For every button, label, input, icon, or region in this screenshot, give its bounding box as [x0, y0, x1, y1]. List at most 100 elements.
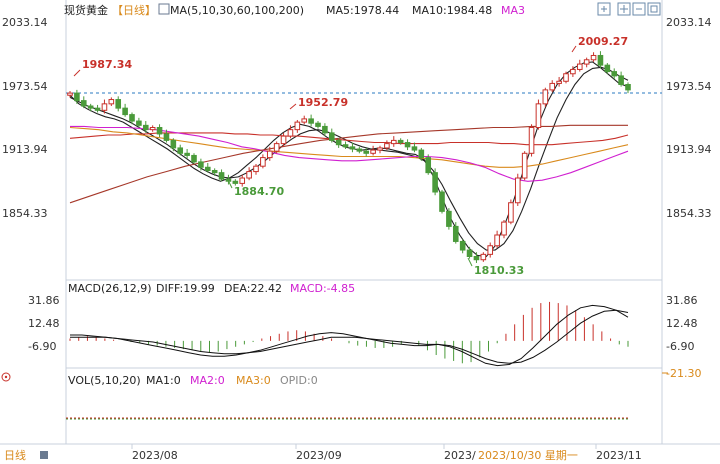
candle [273, 141, 280, 154]
expand-icon[interactable] [597, 2, 611, 16]
candle [370, 145, 376, 156]
candle [308, 114, 314, 127]
annotation-pointer-1884 [227, 179, 233, 189]
candle [328, 128, 335, 143]
candle [301, 115, 308, 125]
ma-line-ma30 [69, 132, 629, 146]
minus-icon[interactable] [632, 2, 646, 16]
macd-tick-right-2: -6.90 [666, 340, 694, 353]
fullscreen-icon[interactable] [647, 2, 661, 16]
x-tick-nov: 2023/11 [596, 449, 642, 462]
annotation-low-1810: 1810.33 [474, 264, 524, 277]
candle [74, 89, 80, 104]
candle [556, 76, 562, 87]
crosshair-icon[interactable] [617, 2, 631, 16]
candle [432, 168, 438, 196]
vol-opid: OPID:0 [280, 374, 318, 387]
candle [390, 136, 397, 147]
candle [149, 125, 156, 132]
candle [563, 71, 569, 84]
y-tick-left-1: 1973.54 [2, 80, 48, 93]
candle [184, 149, 190, 159]
macd-diff-value: DIFF:19.99 [156, 282, 215, 295]
candle [356, 146, 363, 154]
candle [198, 158, 204, 171]
candle [142, 121, 149, 133]
y-tick-right-2: 1913.94 [666, 143, 712, 156]
y-tick-right-1: 1973.54 [666, 80, 712, 93]
period-dropdown-icon[interactable] [40, 451, 48, 459]
footer-period-label[interactable]: 日线 [4, 448, 26, 462]
candle [67, 90, 73, 98]
ma-line-ma10 [69, 66, 629, 251]
candle [590, 52, 597, 62]
vol-ma1: MA1:0 [146, 374, 181, 387]
candle [576, 59, 583, 72]
candle [94, 104, 101, 113]
candle [535, 99, 542, 130]
candle [170, 138, 177, 152]
candle [349, 142, 356, 153]
candle [411, 142, 418, 153]
moving-average-lines [69, 61, 629, 258]
macd-lines [70, 304, 629, 367]
candle [280, 132, 287, 147]
candle [480, 252, 487, 262]
candle [542, 87, 549, 108]
ma-toggle-icon[interactable] [158, 3, 170, 15]
candle [508, 199, 514, 225]
candle [335, 138, 342, 148]
macd-label: MACD(26,12,9) [68, 282, 152, 295]
annotation-pointer-1952 [289, 103, 297, 110]
candle [163, 129, 170, 143]
annotation-pointer-1987 [73, 69, 81, 77]
candle [136, 117, 142, 128]
candle [101, 99, 108, 114]
candle [287, 125, 294, 139]
candle [404, 139, 411, 151]
x-tick-oct: 2023/ [444, 449, 476, 462]
candle [625, 82, 631, 94]
candle [211, 168, 218, 176]
cursor-date-label: 2023/10/30 星期一 [478, 449, 578, 462]
candle [425, 154, 432, 175]
main-frame [0, 0, 720, 445]
macd-tick-right-0: 31.86 [666, 294, 698, 307]
candle [266, 146, 273, 161]
candle [604, 63, 611, 74]
candle [80, 96, 87, 109]
macd-tick-left-0: 31.86 [28, 294, 60, 307]
candle [418, 147, 425, 161]
annotation-high-1987: 1987.34 [82, 58, 132, 71]
ma3-value: MA3 [501, 4, 525, 17]
candle [129, 112, 135, 125]
macd-line-dea [70, 309, 629, 364]
candle [570, 66, 576, 77]
ma-settings-label[interactable]: MA(5,10,30,60,100,200) [170, 4, 304, 17]
candle [294, 119, 301, 133]
candle [549, 80, 556, 93]
candle [204, 162, 211, 173]
ma10-value: MA10:1984.48 [412, 4, 492, 17]
crosshair-target-icon[interactable] [1, 372, 11, 382]
candle [459, 239, 466, 254]
macd-tick-left-2: -6.90 [28, 340, 56, 353]
vol-label: VOL(5,10,20) [68, 374, 141, 387]
candle [597, 51, 604, 69]
candle [618, 71, 624, 87]
annotation-high-1952: 1952.79 [298, 96, 348, 109]
y-tick-left-0: 2033.14 [2, 16, 48, 29]
candle [494, 230, 500, 248]
macd-line-diff [70, 304, 629, 367]
macd-tick-left-1: 12.48 [28, 317, 60, 330]
macd-hist-value: MACD:-4.85 [290, 282, 355, 295]
instrument-title: 现货黄金 [64, 3, 108, 17]
period-label[interactable]: 【日线】 [112, 3, 156, 17]
annotation-pointer-2009 [571, 45, 577, 53]
candle [322, 123, 328, 137]
candle [246, 167, 252, 181]
y-tick-left-2: 1913.94 [2, 143, 48, 156]
candle [452, 222, 459, 244]
candle [260, 154, 266, 169]
